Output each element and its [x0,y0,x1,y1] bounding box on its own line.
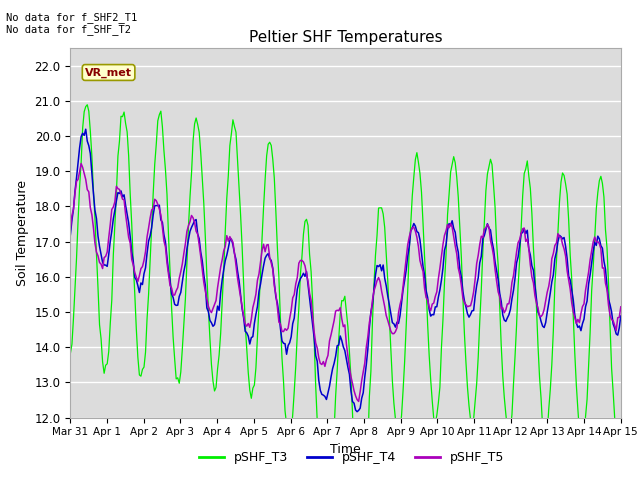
pSHF_T5 [136,273,143,278]
pSHF_T4 [308,322,316,328]
pSHF_T3 [589,264,597,270]
Y-axis label: Soil Temperature: Soil Temperature [16,180,29,286]
pSHF_T4 [260,263,268,268]
pSHF_T3 [260,204,268,210]
pSHF_T4 [232,256,240,262]
Line: pSHF_T5: pSHF_T5 [70,164,621,401]
Title: Peltier SHF Temperatures: Peltier SHF Temperatures [249,30,442,46]
X-axis label: Time: Time [330,443,361,456]
pSHF_T5 [67,227,74,232]
pSHF_T3 [136,372,143,378]
pSHF_T4 [136,289,143,295]
pSHF_T4 [67,232,74,238]
pSHF_T5 [77,161,85,167]
pSHF_T4 [250,321,258,326]
pSHF_T5 [617,304,625,310]
pSHF_T5 [355,398,362,404]
pSHF_T4 [82,126,90,132]
pSHF_T3 [617,438,625,444]
pSHF_T4 [589,248,597,254]
pSHF_T5 [232,263,240,268]
pSHF_T3 [250,382,258,388]
pSHF_T4 [617,313,625,319]
pSHF_T5 [589,239,597,245]
pSHF_T3 [308,300,316,305]
Line: pSHF_T4: pSHF_T4 [70,129,621,412]
pSHF_T3 [83,102,91,108]
pSHF_T5 [250,299,258,304]
pSHF_T5 [260,241,268,247]
Line: pSHF_T3: pSHF_T3 [70,105,621,480]
pSHF_T3 [67,350,74,356]
pSHF_T4 [353,409,361,415]
Text: No data for f_SHF2_T1: No data for f_SHF2_T1 [6,12,138,23]
Text: VR_met: VR_met [85,67,132,78]
pSHF_T5 [308,313,316,319]
pSHF_T3 [232,129,240,135]
Text: No data for f_SHF_T2: No data for f_SHF_T2 [6,24,131,35]
Legend: pSHF_T3, pSHF_T4, pSHF_T5: pSHF_T3, pSHF_T4, pSHF_T5 [195,446,509,469]
